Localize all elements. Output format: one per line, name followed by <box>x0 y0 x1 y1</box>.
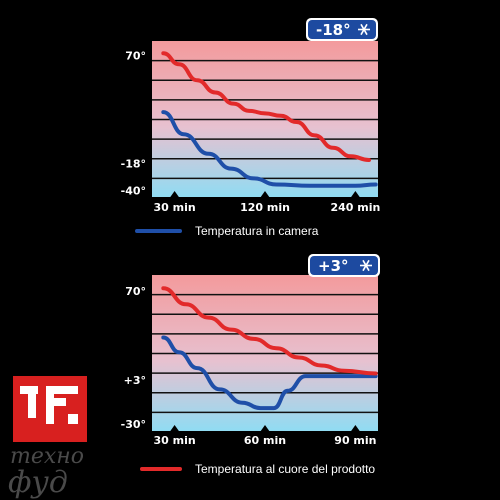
x-tick-label: 240 min <box>330 201 380 214</box>
logo-white-mark-right <box>46 386 78 394</box>
y-tick-label: -30° <box>121 418 146 431</box>
badge-label: +3° <box>318 257 349 275</box>
x-tick-marker <box>260 425 270 432</box>
logo-white-mark-stem2 <box>46 386 54 424</box>
snowflake-icon <box>360 259 372 272</box>
logo-white-mark-stem <box>28 386 36 418</box>
company-logo: техно фуд <box>8 376 87 500</box>
x-tick-marker <box>350 425 361 432</box>
logo-white-dot <box>68 414 78 424</box>
series-line-room <box>161 110 378 188</box>
x-tick-marker <box>169 191 180 198</box>
snowflake-icon <box>358 23 370 36</box>
x-tick-label: 30 min <box>153 201 195 214</box>
series-line-core <box>161 286 378 376</box>
series-line-core <box>161 51 371 162</box>
y-tick-label: 70° <box>125 50 146 63</box>
legend-core-label: Temperatura al cuore del prodotto <box>195 462 375 476</box>
y-tick-label: +3° <box>124 374 146 387</box>
logo-text-line2: фуд <box>8 465 68 500</box>
y-tick-label: -18° <box>121 158 146 171</box>
legend-room: Temperatura in camera <box>135 224 319 238</box>
logo-text-line1: техно <box>10 444 84 469</box>
x-tick-label: 90 min <box>334 434 376 447</box>
x-tick-label: 30 min <box>153 434 195 447</box>
x-tick-label: 60 min <box>244 434 286 447</box>
badge-label: -18° <box>316 21 351 39</box>
badge <box>310 256 378 275</box>
y-tick-label: 70° <box>125 285 146 298</box>
snowflake-arm <box>362 259 370 272</box>
series-line-room <box>161 335 378 411</box>
legend-room-label: Temperatura in camera <box>195 224 319 238</box>
x-tick-label: 120 min <box>240 201 290 214</box>
chart-top: 70° -18° -40° 30 min 120 min 240 min -18° <box>121 18 380 214</box>
x-tick-marker <box>350 191 361 198</box>
x-tick-marker <box>169 425 180 432</box>
chart-bottom: 70° +3° -30° 30 min 60 min 90 min +3° <box>121 254 380 447</box>
legend-core: Temperatura al cuore del prodotto <box>140 462 375 476</box>
badge <box>308 20 376 39</box>
x-tick-marker <box>260 191 270 198</box>
logo-white-mark-mid <box>46 398 66 406</box>
y-tick-label: -40° <box>121 185 146 198</box>
snowflake-arm <box>360 23 368 36</box>
